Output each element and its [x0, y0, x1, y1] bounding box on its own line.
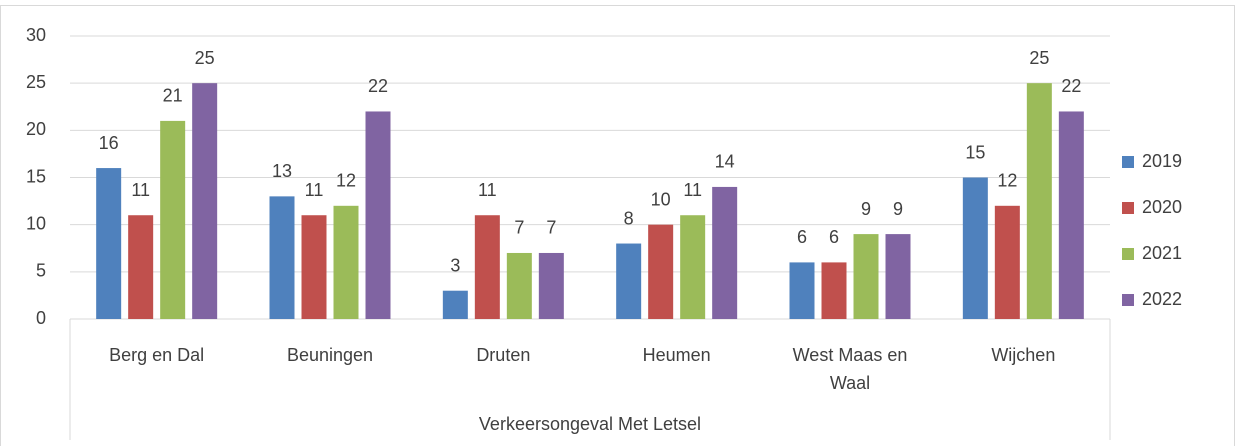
legend-swatch	[1122, 294, 1134, 306]
data-label: 11	[683, 180, 702, 200]
data-label: 9	[893, 199, 903, 219]
bar	[506, 252, 532, 319]
y-tick-label: 5	[36, 261, 46, 281]
bar	[192, 83, 218, 320]
bar	[96, 168, 122, 319]
data-label: 6	[797, 227, 807, 247]
data-label: 7	[546, 218, 556, 238]
y-tick-label: 25	[26, 72, 46, 92]
bar	[821, 262, 847, 319]
data-label: 13	[272, 161, 292, 181]
data-label: 14	[715, 152, 735, 172]
data-label: 22	[1061, 76, 1081, 96]
data-label: 11	[305, 180, 324, 200]
bar	[365, 111, 391, 319]
legend-label: 2020	[1142, 197, 1182, 217]
bar	[1026, 83, 1052, 320]
bar	[1058, 111, 1084, 319]
y-tick-label: 0	[36, 308, 46, 328]
bar	[301, 215, 327, 319]
data-label: 25	[1029, 48, 1049, 68]
bar	[680, 215, 706, 319]
data-label: 8	[624, 208, 634, 228]
bar	[789, 262, 815, 319]
data-label: 16	[99, 133, 119, 153]
bar	[128, 215, 154, 319]
legend-swatch	[1122, 202, 1134, 214]
bar	[538, 252, 564, 319]
legend-label: 2022	[1142, 289, 1182, 309]
bar	[994, 205, 1020, 319]
data-label: 15	[965, 142, 985, 162]
x-tick-label: Berg en Dal	[109, 345, 205, 365]
y-tick-label: 30	[26, 25, 46, 45]
legend-swatch	[1122, 156, 1134, 168]
bar	[333, 205, 359, 319]
bar	[962, 177, 988, 319]
x-tick-label: Beuningen	[286, 345, 374, 365]
y-tick-label: 10	[26, 213, 46, 233]
x-tick-label: Wijchen	[991, 345, 1056, 365]
category-group-label: Verkeersongeval Met Letsel	[479, 414, 701, 434]
data-label: 10	[651, 189, 671, 209]
data-label: 9	[861, 199, 871, 219]
bar	[853, 234, 879, 319]
bar	[648, 224, 674, 319]
x-tick-label: West Maas en Waal	[792, 345, 908, 393]
legend-label: 2021	[1142, 243, 1182, 263]
bar	[442, 290, 468, 319]
legend-label: 2019	[1142, 151, 1182, 171]
bar	[160, 120, 186, 320]
legend-swatch	[1122, 248, 1134, 260]
data-label: 12	[336, 171, 356, 191]
y-tick-label: 20	[26, 119, 46, 139]
data-label: 22	[368, 76, 388, 96]
data-label: 11	[478, 180, 497, 200]
data-label: 12	[997, 171, 1017, 191]
bar	[269, 196, 295, 319]
x-tick-label: Heumen	[642, 345, 711, 365]
y-tick-label: 15	[26, 166, 46, 186]
data-label: 11	[131, 180, 150, 200]
data-label: 6	[829, 227, 839, 247]
data-label: 3	[450, 255, 460, 275]
data-label: 21	[163, 86, 183, 106]
bar	[712, 186, 738, 319]
data-label: 7	[514, 218, 524, 238]
bar	[885, 234, 911, 319]
bar	[616, 243, 642, 319]
data-label: 25	[195, 48, 215, 68]
x-tick-label: Druten	[476, 345, 531, 365]
bar	[474, 215, 500, 319]
